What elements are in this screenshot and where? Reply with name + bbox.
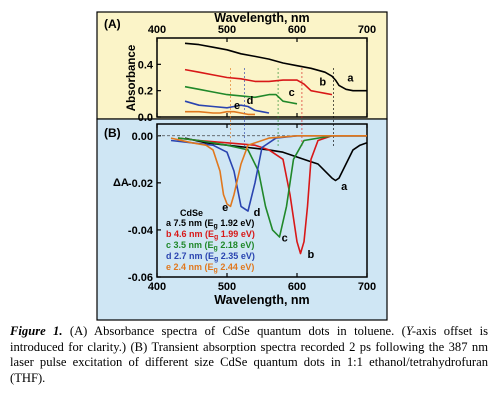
panel-a-curve-label-e: e (234, 100, 240, 112)
panel-b-label: (B) (104, 126, 121, 140)
caption-figure-label: Figure 1. (10, 324, 63, 338)
panel-a-curve-labels: a b c de (234, 72, 354, 112)
panel-a-y-tick-label: 0.4 (138, 59, 154, 71)
panel-b-y-tick-label: -0.06 (128, 272, 153, 284)
panel-b-x-tick-label: 400 (148, 281, 166, 293)
panel-b-curve-label-a: a (341, 181, 348, 193)
panel-a-ticks: 400 500 600 700 0.0 0.2 0.4 (138, 24, 376, 124)
panel-a-series-d (184, 100, 270, 114)
caption-text-part-2: axis offset is introduced for clarity.) … (10, 324, 488, 385)
panel-a-top-axis-title: Wavelength, nm (214, 11, 309, 25)
panel-b-background (96, 118, 388, 321)
panel-a-series-a (184, 42, 367, 92)
panel-a-plot-area (156, 37, 368, 118)
panel-b-plot-area (156, 123, 368, 278)
panel-b-curve-labels: a b c d e (222, 181, 348, 261)
panel-b-x-tick-label: 600 (288, 281, 306, 293)
legend-entry-d: d 2.7 nm (Eg 2.35 eV) (166, 251, 255, 263)
legend: CdSe a 7.5 nm (Eg 1.92 eV)b 4.6 nm (Eg 1… (166, 208, 255, 274)
panel-a-y-axis-title: Absorbance (126, 45, 138, 111)
legend-entry-e: e 2.4 nm (Eg 2.44 eV) (166, 262, 254, 274)
panel-b-curve-label-c: c (282, 233, 288, 245)
panel-b-ticks: 400 500 600 700 0.00 -0.02 -0.04 -0.06 (128, 124, 376, 293)
panel-b-series-b (177, 135, 367, 255)
caption-italic-y: Y- (405, 324, 417, 338)
panel-b-y-axis-title: ΔA (113, 177, 129, 189)
panel-a-background (96, 11, 388, 120)
legend-title: CdSe (180, 208, 203, 218)
panel-a-x-tick-label: 500 (218, 24, 236, 36)
legend-entry-c: c 3.5 nm (Eg 2.18 eV) (166, 240, 254, 252)
panel-a-series (184, 42, 367, 116)
figure-panel: 400 500 600 700 0.0 0.2 0.4 400 500 600 700 0.00 -0… (96, 11, 388, 321)
panel-a-series-e (185, 110, 255, 116)
panel-a-x-tick-label: 400 (148, 24, 166, 36)
panel-a-curve-label-c: c (289, 87, 295, 99)
panel-a-curve-label-a: a (347, 72, 354, 84)
panel-b-x-tick-label: 500 (218, 281, 236, 293)
panel-b-curve-label-d: d (254, 207, 261, 219)
panel-b-series-e (170, 135, 367, 208)
panel-a-y-tick-label: 0.2 (138, 86, 153, 98)
panel-b-x-tick-label: 700 (358, 281, 376, 293)
panel-b-y-tick-label: 0.00 (132, 131, 153, 143)
panel-b-y-tick-label: -0.02 (128, 178, 153, 190)
panel-a-x-tick-label: 600 (288, 24, 306, 36)
legend-entry-b: b 4.6 nm (Eg 1.99 eV) (166, 229, 255, 241)
panel-b-bottom-axis-title: Wavelength, nm (214, 293, 309, 307)
panel-a-series-c (184, 85, 298, 105)
panel-b-curve-label-e: e (222, 202, 228, 214)
panel-a-label: (A) (104, 17, 121, 31)
legend-entry-a: a 7.5 nm (Eg 1.92 eV) (166, 218, 254, 230)
caption-text-part-1: (A) Absorbance spectra of CdSe quantum d… (62, 324, 406, 338)
panel-a-curve-label-d: d (247, 95, 254, 107)
figure-caption: Figure 1. (A) Absorbance spectra of CdSe… (10, 324, 488, 386)
panel-a-series-b (184, 68, 333, 96)
panel-b-curve-label-b: b (308, 249, 315, 261)
panel-b-series-c (177, 135, 367, 238)
panel-b-series (170, 135, 368, 255)
panel-b-y-tick-label: -0.04 (128, 225, 154, 237)
panel-a-x-tick-label: 700 (358, 24, 376, 36)
panel-a-curve-label-b: b (319, 76, 326, 88)
panel-b-series-a (184, 137, 368, 182)
panel-a-y-tick-label: 0.0 (138, 112, 153, 124)
